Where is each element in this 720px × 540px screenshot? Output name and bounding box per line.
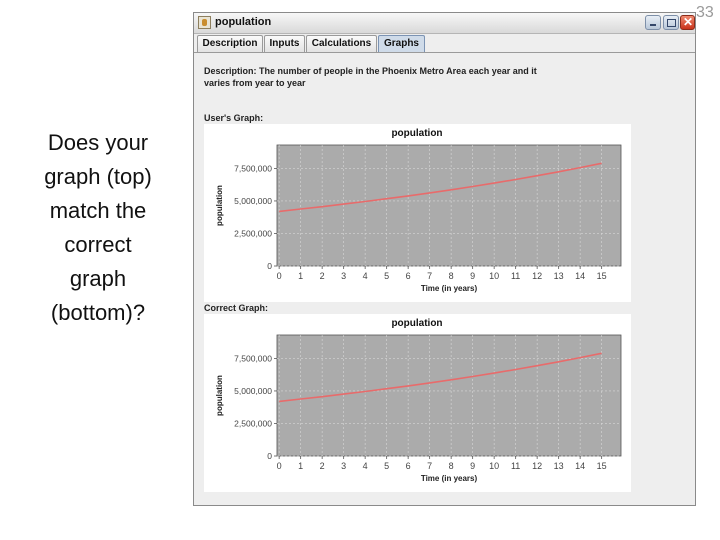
tab-description[interactable]: Description bbox=[197, 35, 263, 52]
x-tick-label: 6 bbox=[406, 461, 411, 471]
x-tick-label: 3 bbox=[341, 271, 346, 281]
x-tick-label: 1 bbox=[298, 461, 303, 471]
y-tick-label: 7,500,000 bbox=[234, 163, 272, 173]
x-axis-label: Time (in years) bbox=[421, 474, 478, 483]
user-graph-label: User's Graph: bbox=[204, 113, 264, 123]
correct-graph-label: Correct Graph: bbox=[204, 303, 269, 313]
x-tick-label: 11 bbox=[511, 271, 520, 281]
x-tick-label: 12 bbox=[532, 461, 542, 471]
x-tick-label: 13 bbox=[554, 271, 564, 281]
y-tick-label: 2,500,000 bbox=[234, 228, 272, 238]
tab-inputs[interactable]: Inputs bbox=[264, 35, 305, 52]
window-title: population bbox=[215, 16, 272, 28]
y-axis-label: population bbox=[215, 185, 224, 226]
x-tick-label: 8 bbox=[449, 461, 454, 471]
x-tick-label: 3 bbox=[341, 461, 346, 471]
close-icon[interactable] bbox=[680, 15, 695, 30]
x-tick-label: 9 bbox=[470, 271, 475, 281]
x-tick-label: 2 bbox=[320, 271, 325, 281]
x-axis-label: Time (in years) bbox=[421, 284, 478, 293]
question-line: (bottom)? bbox=[50, 300, 146, 325]
x-tick-label: 14 bbox=[575, 271, 585, 281]
tab-graphs[interactable]: Graphs bbox=[378, 35, 425, 52]
x-tick-label: 0 bbox=[277, 271, 282, 281]
y-axis-label: population bbox=[215, 375, 224, 416]
question-line: match the bbox=[49, 198, 147, 223]
x-tick-label: 15 bbox=[597, 271, 607, 281]
x-tick-label: 1 bbox=[298, 271, 303, 281]
user-graph-svg: population 0 2,500,000 5,000,000 7,500,000 0 1… bbox=[215, 128, 622, 293]
question-line: correct bbox=[64, 232, 132, 257]
x-tick-label: 15 bbox=[597, 461, 607, 471]
series-line bbox=[279, 352, 602, 403]
x-tick-label: 10 bbox=[489, 271, 499, 281]
chart-title: population bbox=[391, 128, 442, 139]
maximize-icon[interactable] bbox=[663, 15, 679, 30]
x-tick-label: 4 bbox=[363, 461, 368, 471]
series-line bbox=[279, 162, 602, 213]
x-tick-label: 10 bbox=[489, 461, 499, 471]
y-tick-label: 2,500,000 bbox=[234, 418, 272, 428]
x-tick-label: 5 bbox=[384, 271, 389, 281]
chart-title: population bbox=[391, 318, 442, 329]
tab-calculations[interactable]: Calculations bbox=[306, 35, 377, 52]
correct-graph-svg: population 0 2,500,000 5,000,000 7,500,000 0 1… bbox=[215, 318, 622, 483]
y-tick-label: 0 bbox=[267, 261, 272, 271]
y-tick-label: 5,000,000 bbox=[234, 386, 272, 396]
correct-graph: population 0 2,500,000 5,000,000 7,500,000 0 1… bbox=[204, 314, 631, 492]
x-tick-label: 11 bbox=[511, 461, 520, 471]
y-tick-label: 0 bbox=[267, 451, 272, 461]
x-tick-label: 7 bbox=[427, 271, 432, 281]
x-tick-label: 6 bbox=[406, 271, 411, 281]
x-tick-label: 7 bbox=[427, 461, 432, 471]
x-tick-label: 13 bbox=[554, 461, 564, 471]
slide-number: 33 bbox=[696, 4, 714, 21]
question-line: graph bbox=[69, 266, 127, 291]
x-tick-label: 12 bbox=[532, 271, 542, 281]
x-tick-label: 14 bbox=[575, 461, 585, 471]
slide-question: Does your graph (top) match the correct … bbox=[18, 126, 178, 330]
minimize-icon[interactable] bbox=[645, 15, 661, 30]
tab-underline bbox=[194, 52, 695, 53]
title-bar[interactable]: population bbox=[194, 13, 695, 34]
java-cup-icon bbox=[198, 16, 211, 29]
x-tick-label: 9 bbox=[470, 461, 475, 471]
x-tick-label: 5 bbox=[384, 461, 389, 471]
question-line: Does your bbox=[47, 130, 149, 155]
x-tick-label: 0 bbox=[277, 461, 282, 471]
y-tick-label: 7,500,000 bbox=[234, 353, 272, 363]
user-graph: population 0 2,500,000 5,000,000 7,500,000 0 1… bbox=[204, 124, 631, 302]
x-tick-label: 2 bbox=[320, 461, 325, 471]
description-text: Description: The number of people in the… bbox=[204, 66, 537, 88]
app-window: population Description Inputs Calculatio… bbox=[193, 12, 696, 506]
x-tick-label: 4 bbox=[363, 271, 368, 281]
x-tick-label: 8 bbox=[449, 271, 454, 281]
question-line: graph (top) bbox=[44, 164, 152, 189]
y-tick-label: 5,000,000 bbox=[234, 196, 272, 206]
